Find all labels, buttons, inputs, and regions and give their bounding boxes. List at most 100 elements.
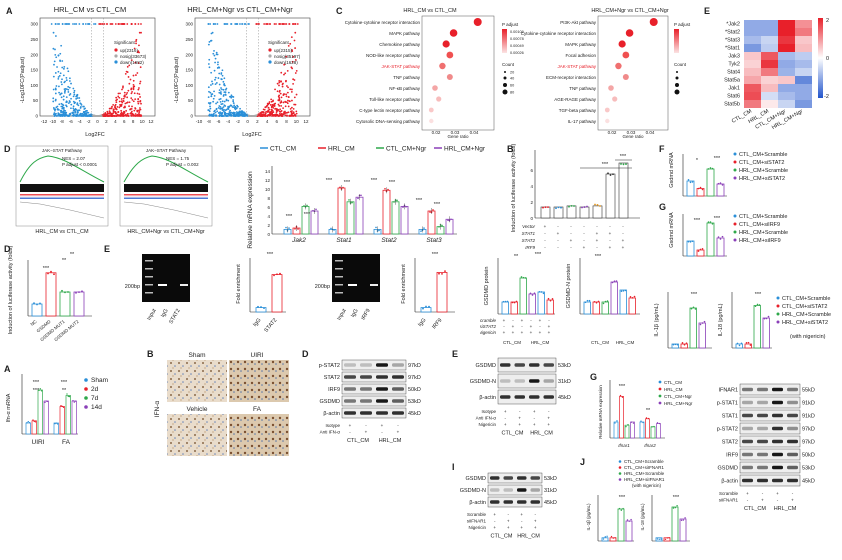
kegg-term: JAK-STAT pathway (557, 64, 596, 69)
volcano-point (248, 23, 250, 25)
volcano-point (279, 108, 282, 111)
panel-label-c: C (336, 6, 343, 16)
volcano-point (217, 61, 219, 64)
wb-blot (739, 435, 801, 448)
volcano-point (278, 84, 280, 87)
significance-star: *** (344, 180, 351, 186)
luc-b-sign: + (622, 245, 625, 250)
volcano-point (64, 87, 67, 90)
volcano-point (74, 115, 77, 117)
gsdmd-prot-bar (628, 297, 636, 315)
volcano-point (264, 112, 267, 115)
gsdmd-prot-ylabel2: GSDMD-N protein (566, 264, 572, 309)
volcano-point (211, 82, 214, 85)
volcano-point (294, 47, 297, 49)
chip-fold-1-bars: IgG STAT2 *** (252, 252, 283, 334)
volcano-point (82, 114, 85, 116)
volcano-point (65, 23, 68, 25)
kegg-right-dots: PI3K-Akt pathway Cytokine-cytokine recept… (521, 18, 658, 135)
volcano-point (269, 104, 272, 106)
volcano-point (215, 82, 218, 84)
volcano-point (111, 113, 113, 115)
kegg-dot (446, 74, 453, 80)
volcano-point (294, 103, 297, 106)
kegg-xtick: 0.02 (432, 130, 441, 135)
wb-treatment-label: Nigericin (468, 525, 486, 530)
volcano-point (286, 111, 289, 114)
significance-star: ** (70, 252, 75, 258)
kegg-dot (618, 40, 626, 48)
kegg-term: Chemokine pathway (379, 42, 421, 47)
gsdmd-f-legend-item: CTL_CM+siSTAT2 (739, 160, 785, 166)
ifn-a-legend-item: 14d (91, 404, 102, 411)
volcano-point (54, 92, 57, 95)
wb-sign: + (547, 416, 550, 421)
volcano-point (52, 100, 55, 103)
volcano-point (274, 108, 276, 110)
volcano-point (221, 88, 223, 91)
significance-star: *** (619, 495, 626, 501)
volcano-point (275, 114, 278, 117)
volcano-point (286, 114, 288, 117)
volcano-point (278, 104, 281, 107)
volcano-point (138, 93, 141, 96)
chip-ladder-1: 200bp (125, 284, 140, 290)
volcano-point (130, 23, 133, 25)
volcano-point (52, 31, 55, 34)
volcano-point (132, 83, 135, 86)
wb-kd-label: 97kD (408, 363, 421, 369)
kegg-xlabel-right: Gene ratio (622, 134, 644, 139)
heatmap-cell (761, 44, 778, 52)
gsdmd-prot-bar (528, 293, 536, 315)
volcano-point (282, 23, 285, 25)
volcano-point (216, 23, 219, 25)
volcano-point (226, 23, 229, 25)
gsdmd-prot-sign: - (512, 318, 514, 323)
volcano-point (290, 36, 293, 39)
volcano-point (278, 112, 281, 115)
panel-label-g: G (659, 202, 666, 212)
kegg-dot (473, 18, 482, 26)
volcano-point (52, 113, 55, 116)
mrna-f-bar (400, 206, 409, 235)
volcano-point (58, 103, 61, 106)
volcano-ytick: 200 (30, 52, 38, 57)
volcano-right-title: HRL_CM+Ngr vs CTL_CM+Ngr (187, 5, 293, 14)
heatmap-cell (761, 60, 778, 68)
wb-band (517, 500, 527, 504)
volcano-point (211, 93, 214, 95)
chip-fold-category: IRF9 (431, 317, 443, 330)
gsdmd-g-legend-item: CTL_CM+Scramble (739, 214, 787, 220)
panel-b-ihc: B Sham UIRI Vehicle FA IFN-α (145, 345, 305, 465)
chip-ladder-2: 200bp (315, 284, 330, 290)
volcano-point (277, 103, 280, 106)
wb-sign: - (397, 423, 399, 428)
volcano-point (276, 110, 279, 112)
legend-down-right: down(1628) (274, 60, 298, 65)
volcano-point (233, 112, 236, 115)
volcano-point (121, 101, 124, 104)
volcano-point (232, 102, 235, 105)
volcano-point (107, 114, 109, 117)
volcano-ytick: 300 (30, 22, 38, 27)
wb-sign: + (507, 525, 510, 530)
wb-band (757, 452, 768, 457)
volcano-ytick: 150 (30, 68, 38, 73)
volcano-point (219, 105, 222, 108)
luc-b-sign: + (544, 224, 547, 229)
volcano-point (63, 65, 66, 68)
volcano-point (234, 114, 237, 117)
wb-blot (341, 359, 407, 371)
wb-row-label: β-actin (323, 411, 340, 417)
volcano-point (98, 114, 101, 117)
volcano-point (273, 23, 276, 25)
volcano-point (120, 23, 122, 25)
volcano-point (295, 112, 298, 115)
volcano-point (54, 99, 57, 102)
volcano-point (239, 23, 241, 25)
wb-blot (341, 407, 407, 419)
volcano-point (272, 114, 275, 116)
wb-group-label: HRL_CM (774, 506, 797, 512)
kegg-dot (432, 85, 438, 91)
volcano-point (103, 23, 106, 25)
